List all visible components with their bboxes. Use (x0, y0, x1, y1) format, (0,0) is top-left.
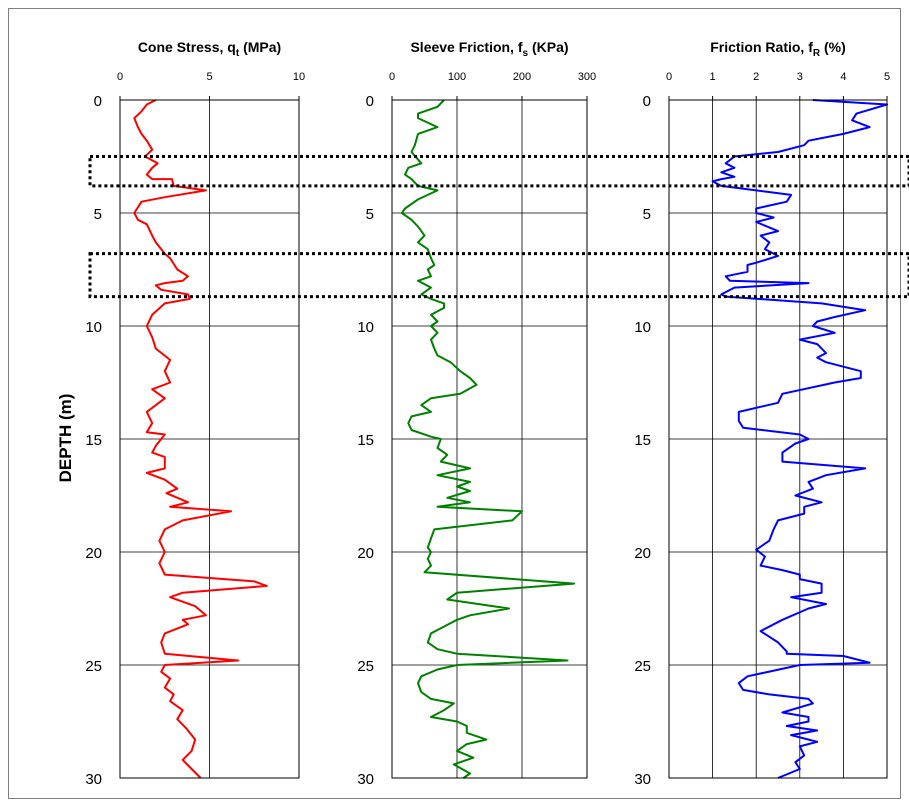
axis-layer (119, 96, 888, 779)
series-line (133, 99, 268, 779)
chart-title: Sleeve Friction, fs (KPa) (410, 39, 568, 59)
x-tick-label: 0 (117, 71, 123, 83)
y-tick-label: 15 (634, 432, 651, 449)
y-tick-label: 5 (643, 206, 651, 223)
panel-border (391, 99, 588, 779)
chart-title: Cone Stress, qt (MPa) (138, 39, 281, 59)
y-tick-label: 0 (643, 93, 651, 110)
x-tick-label: 0 (666, 71, 672, 83)
highlight-boxes (88, 155, 909, 299)
y-tick-label: 10 (634, 319, 651, 336)
y-tick-label: 20 (634, 545, 651, 562)
y-tick-label: 25 (634, 658, 651, 675)
y-tick-label: 30 (85, 771, 102, 788)
y-tick-label: 15 (357, 432, 374, 449)
y-tick-label: 10 (357, 319, 374, 336)
y-axis-label: DEPTH (m) (56, 394, 75, 483)
y-tick-label: 0 (94, 93, 102, 110)
y-tick-label: 30 (357, 771, 374, 788)
x-tick-label: 3 (797, 71, 803, 83)
x-tick-label: 300 (578, 71, 596, 83)
highlight-box (88, 155, 909, 188)
y-tick-label: 0 (366, 93, 374, 110)
y-tick-label: 25 (85, 658, 102, 675)
series-line (400, 99, 575, 779)
y-tick-label: 15 (85, 432, 102, 449)
x-tick-label: 1 (710, 71, 716, 83)
panel-border (668, 99, 888, 779)
data-layer (133, 99, 888, 779)
x-tick-label: 100 (448, 71, 466, 83)
y-tick-label: 20 (85, 545, 102, 562)
y-tick-label: 20 (357, 545, 374, 562)
y-tick-label: 30 (634, 771, 651, 788)
y-tick-label: 5 (94, 206, 102, 223)
y-tick-label: 25 (357, 658, 374, 675)
x-tick-label: 10 (293, 71, 305, 83)
highlight-box (88, 252, 909, 299)
x-tick-label: 4 (840, 71, 846, 83)
series-line (711, 99, 888, 779)
y-tick-label: 5 (366, 206, 374, 223)
x-tick-label: 200 (513, 71, 531, 83)
grid-layer (120, 100, 887, 778)
x-tick-label: 0 (389, 71, 395, 83)
x-tick-label: 5 (206, 71, 212, 83)
x-tick-label: 5 (884, 71, 890, 83)
y-tick-label: 10 (85, 319, 102, 336)
x-tick-label: 2 (753, 71, 759, 83)
chart-title: Friction Ratio, fR (%) (710, 39, 846, 59)
